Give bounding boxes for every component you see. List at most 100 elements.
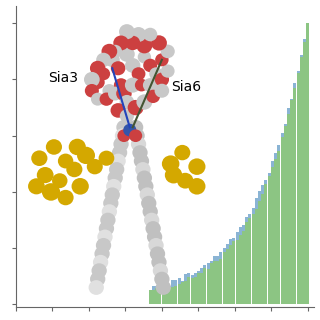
Circle shape	[151, 255, 167, 269]
Bar	[194, 273, 197, 304]
Circle shape	[99, 151, 114, 166]
Circle shape	[91, 93, 104, 106]
Bar	[271, 161, 274, 304]
Bar	[165, 286, 168, 304]
Circle shape	[125, 36, 140, 50]
Bar	[284, 124, 287, 304]
Circle shape	[90, 61, 105, 76]
Bar	[174, 280, 177, 304]
Bar	[297, 71, 300, 304]
Bar	[268, 176, 271, 304]
Bar	[190, 275, 194, 304]
Bar	[300, 55, 303, 304]
Circle shape	[177, 173, 193, 188]
Bar	[213, 261, 216, 304]
Circle shape	[69, 139, 86, 155]
Circle shape	[141, 196, 156, 211]
Bar	[271, 166, 274, 304]
Circle shape	[153, 263, 168, 278]
Bar	[293, 84, 296, 304]
Bar	[168, 288, 171, 304]
Bar	[281, 137, 284, 304]
Circle shape	[99, 221, 114, 236]
Circle shape	[132, 67, 145, 81]
Bar	[171, 287, 174, 304]
Bar	[248, 214, 252, 304]
Bar	[210, 261, 213, 304]
Circle shape	[134, 154, 149, 168]
Circle shape	[138, 51, 151, 63]
Circle shape	[93, 255, 108, 269]
Bar	[184, 281, 187, 304]
Bar	[242, 225, 245, 304]
Circle shape	[31, 150, 47, 166]
Circle shape	[110, 154, 126, 168]
Bar	[155, 288, 158, 304]
Circle shape	[148, 238, 164, 253]
Bar	[239, 227, 242, 304]
Bar	[274, 159, 277, 304]
Circle shape	[155, 84, 169, 98]
Bar	[149, 290, 152, 304]
Circle shape	[132, 145, 148, 160]
Circle shape	[188, 158, 205, 175]
Bar	[264, 180, 268, 304]
Bar	[158, 286, 161, 304]
Circle shape	[136, 94, 152, 110]
Bar	[200, 268, 203, 304]
Circle shape	[116, 86, 132, 101]
Bar	[187, 273, 190, 304]
Circle shape	[162, 156, 180, 172]
Circle shape	[85, 84, 99, 98]
Circle shape	[87, 159, 103, 174]
Circle shape	[58, 154, 73, 168]
Circle shape	[100, 92, 113, 106]
Bar	[255, 198, 258, 304]
Bar	[204, 268, 206, 304]
Bar	[306, 23, 309, 304]
Bar	[300, 57, 303, 304]
Bar	[165, 286, 168, 304]
Bar	[277, 145, 280, 304]
Bar	[297, 73, 300, 304]
Circle shape	[146, 90, 160, 103]
Bar	[252, 209, 255, 304]
Circle shape	[52, 173, 68, 188]
Circle shape	[113, 36, 129, 51]
Bar	[149, 290, 152, 304]
Bar	[190, 278, 194, 304]
Circle shape	[135, 162, 151, 177]
Circle shape	[188, 178, 205, 195]
Bar	[178, 278, 181, 304]
Bar	[258, 191, 261, 304]
Circle shape	[154, 272, 170, 286]
Bar	[268, 173, 271, 304]
Text: Sia6: Sia6	[171, 80, 201, 94]
Circle shape	[72, 178, 89, 195]
Bar	[216, 261, 219, 304]
Circle shape	[142, 204, 158, 219]
Bar	[236, 232, 238, 304]
Circle shape	[143, 28, 157, 41]
Bar	[187, 277, 190, 304]
Circle shape	[125, 77, 140, 93]
Circle shape	[102, 204, 117, 219]
Bar	[168, 286, 171, 304]
Bar	[258, 201, 261, 304]
Bar	[216, 256, 219, 304]
Circle shape	[165, 167, 182, 183]
Circle shape	[106, 179, 121, 194]
Circle shape	[146, 221, 161, 236]
Circle shape	[161, 44, 175, 58]
Circle shape	[131, 27, 146, 42]
Circle shape	[114, 78, 128, 92]
Bar	[232, 241, 235, 304]
Circle shape	[116, 120, 132, 135]
Bar	[248, 218, 252, 304]
Circle shape	[94, 246, 110, 261]
Circle shape	[135, 79, 148, 92]
Circle shape	[136, 38, 152, 53]
Bar	[158, 288, 161, 304]
Bar	[178, 284, 181, 304]
Bar	[184, 274, 187, 304]
